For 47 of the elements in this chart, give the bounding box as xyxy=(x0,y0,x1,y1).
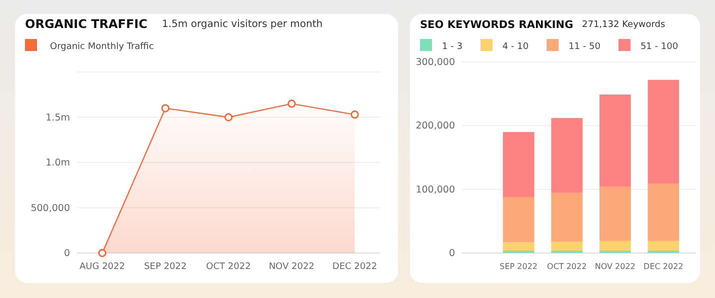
point xyxy=(98,248,106,258)
y-tick-label: 300,000 xyxy=(416,57,455,68)
legend-label: 4 - 10 xyxy=(502,42,529,52)
bar xyxy=(648,80,680,184)
x-tick-label: SEP 2022 xyxy=(144,262,187,272)
legend-label: Organic Monthly Traffic xyxy=(50,42,154,52)
x-tick-label: NOV 2022 xyxy=(268,262,314,272)
legend-label: 51 - 100 xyxy=(640,42,678,52)
x-tick-label: AUG 2022 xyxy=(80,262,125,272)
bar xyxy=(502,196,534,242)
bar xyxy=(502,132,534,197)
bar xyxy=(648,250,680,253)
bar xyxy=(648,240,680,250)
y-tick-label: 500,000 xyxy=(30,202,70,214)
x-tick-label: OCT 2022 xyxy=(547,262,587,271)
x-tick-label: DEC 2022 xyxy=(644,262,684,271)
bar xyxy=(551,192,583,242)
x-tick-label: OCT 2022 xyxy=(206,262,251,272)
x-tick-label: SEP 2022 xyxy=(500,262,538,271)
legend-label: 11 - 50 xyxy=(568,42,601,52)
bar xyxy=(599,186,631,241)
point xyxy=(224,113,233,122)
y-tick-label: 0 xyxy=(64,248,70,260)
bar xyxy=(551,250,583,253)
chart-subtitle: 1.5m organic visitors per month xyxy=(162,19,323,30)
y-tick-label: 100,000 xyxy=(416,184,455,196)
bar xyxy=(551,242,583,250)
x-tick-label: DEC 2022 xyxy=(332,262,378,272)
point xyxy=(161,104,170,112)
x-tick-label: NOV 2022 xyxy=(594,262,636,271)
bar xyxy=(551,118,583,193)
bar xyxy=(599,250,631,253)
chart-title: ORGANIC TRAFFIC xyxy=(25,17,148,31)
bar xyxy=(599,240,631,250)
y-tick-label: 1.0m xyxy=(46,158,70,169)
point xyxy=(350,110,359,119)
y-tick-label: 200,000 xyxy=(416,120,455,132)
legend-label: 1 - 3 xyxy=(442,42,462,52)
y-tick-label: 1.5m xyxy=(46,112,70,124)
chart-subtitle: 271,132 Keywords xyxy=(582,20,666,30)
bar xyxy=(502,242,534,250)
bar xyxy=(502,250,534,253)
y-tick-label: 0 xyxy=(448,248,455,260)
bar xyxy=(648,184,680,241)
point xyxy=(287,100,296,108)
chart-title: SEO KEYWORDS RANKING xyxy=(420,19,574,31)
bar xyxy=(599,94,631,187)
